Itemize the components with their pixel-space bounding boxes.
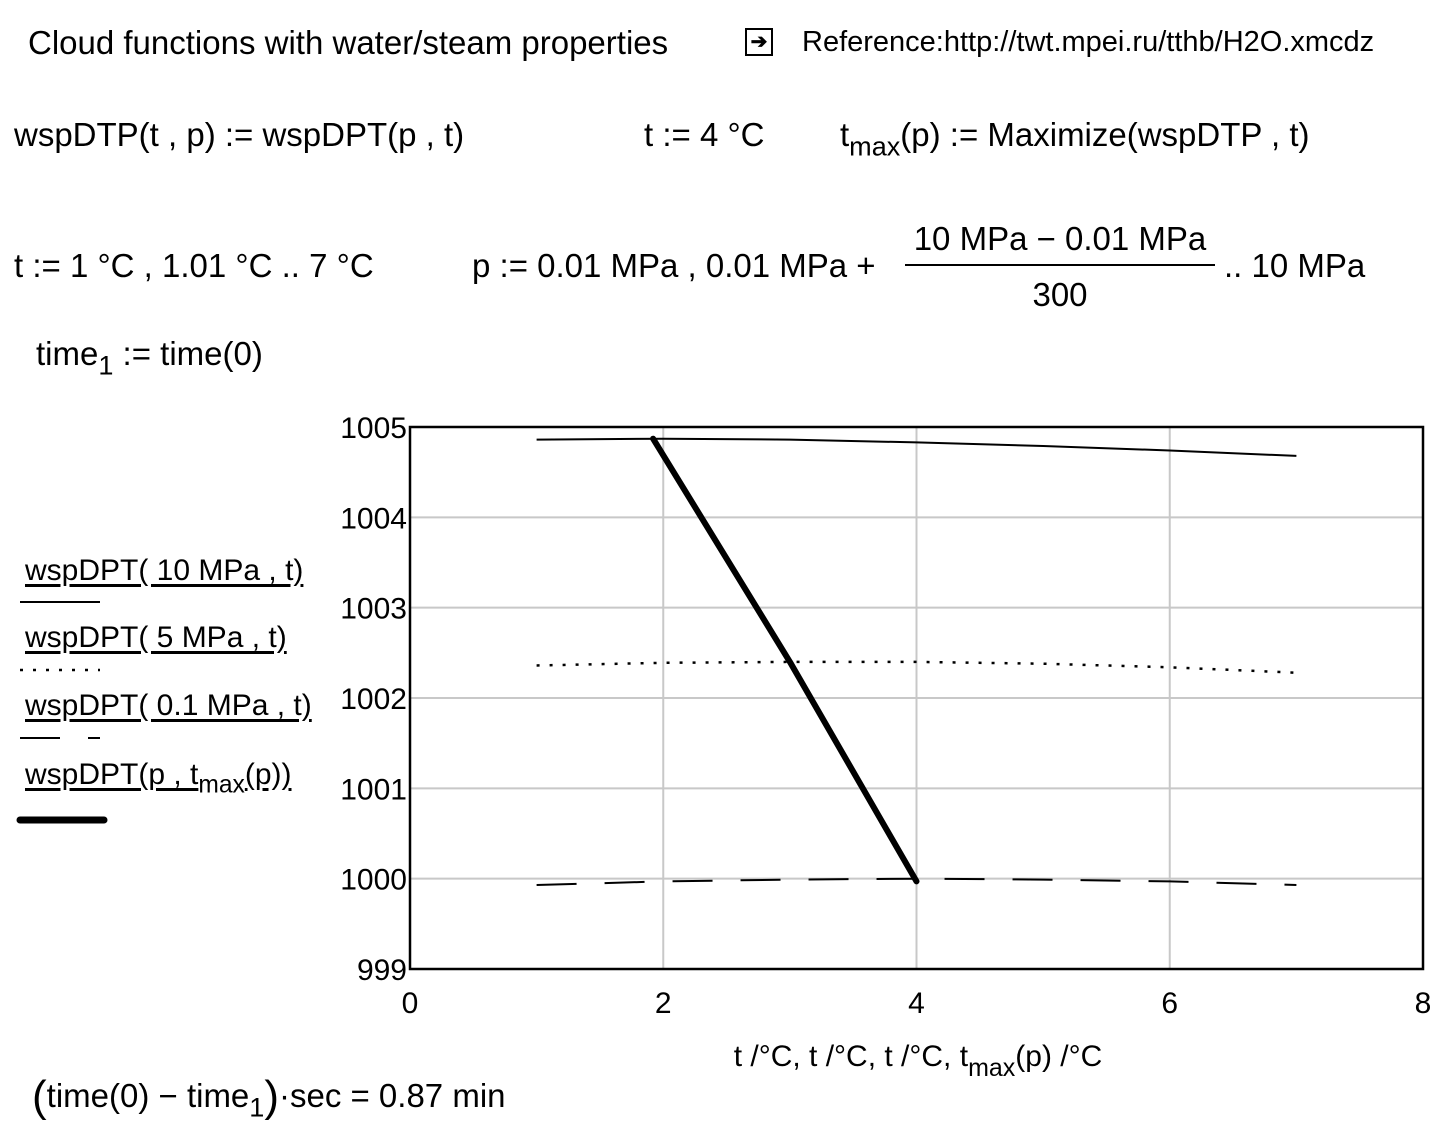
fraction-numerator: 10 MPa − 0.01 MPa bbox=[913, 220, 1207, 257]
chart-ticks: 0 2 4 6 8 1005 1004 1003 1002 1001 1000 999 bbox=[340, 412, 1431, 1020]
legend-pmax-post: (p)) bbox=[244, 758, 292, 791]
x-tick-label: 2 bbox=[655, 987, 672, 1020]
legend-label-01mpa[interactable]: wspDPT( 0.1 MPa , t) bbox=[25, 689, 312, 722]
y-tick-label: 1004 bbox=[340, 502, 407, 535]
xlabel-post: (p) /°C bbox=[1015, 1040, 1102, 1073]
paren-close: ) bbox=[264, 1072, 279, 1121]
legend-pmax-sub: max bbox=[198, 771, 245, 799]
series-line-01mpa bbox=[536, 877, 1297, 886]
fraction-denominator: 300 bbox=[1032, 276, 1088, 313]
range-p-fraction[interactable]: 10 MPa − 0.01 MPa 300 bbox=[905, 222, 1215, 312]
definition-tmax[interactable]: tmax(p) := Maximize(wspDTP , t) bbox=[840, 118, 1309, 161]
x-tick-label: 4 bbox=[908, 987, 925, 1020]
tmax-rest: (p) := Maximize(wspDTP , t) bbox=[900, 116, 1310, 153]
legend-label-10mpa[interactable]: wspDPT( 10 MPa , t) bbox=[25, 554, 304, 587]
range-p-suffix[interactable]: .. 10 MPa bbox=[1224, 247, 1366, 284]
y-tick-label: 1002 bbox=[340, 683, 407, 716]
elapsed-time-result[interactable]: (time(0) − time1)·sec = 0.87 min bbox=[32, 1075, 506, 1122]
page-title: Cloud functions with water/steam propert… bbox=[28, 24, 669, 61]
plot-frame bbox=[408, 425, 1425, 971]
reference-link[interactable]: Reference:http://twt.mpei.ru/tthb/H2O.xm… bbox=[802, 26, 1375, 58]
series-line-5mpa bbox=[536, 660, 1297, 674]
x-tick-label: 0 bbox=[402, 987, 419, 1020]
xlabel-pre: t /°C, t /°C, t /°C, t bbox=[734, 1040, 969, 1073]
range-p-prefix[interactable]: p := 0.01 MPa , 0.01 MPa + bbox=[472, 247, 876, 284]
footer-sub: 1 bbox=[249, 1092, 265, 1123]
tmax-sub: max bbox=[849, 131, 901, 162]
legend-label-pmax[interactable]: wspDPT(p , tmax(p)) bbox=[25, 760, 292, 798]
y-tick-label: 1003 bbox=[340, 593, 407, 626]
y-tick-label: 1001 bbox=[340, 773, 407, 806]
x-tick-label: 6 bbox=[1161, 987, 1178, 1020]
time-sub: 1 bbox=[98, 350, 114, 381]
series-line-10mpa bbox=[536, 437, 1297, 457]
time1-definition[interactable]: time1 := time(0) bbox=[36, 337, 263, 380]
y-tick-label: 999 bbox=[357, 954, 407, 987]
xlabel-sub: max bbox=[968, 1054, 1016, 1082]
definition-wspdtp[interactable]: wspDTP(t , p) := wspDPT(p , t) bbox=[14, 116, 465, 153]
legend-pmax-pre: wspDPT(p , t bbox=[25, 758, 199, 791]
fraction-bar bbox=[905, 264, 1215, 266]
range-t[interactable]: t := 1 °C , 1.01 °C .. 7 °C bbox=[14, 247, 374, 284]
x-axis-label: t /°C, t /°C, t /°C, tmax(p) /°C bbox=[734, 1040, 1103, 1082]
x-tick-label: 8 bbox=[1415, 987, 1432, 1020]
time-rest: := time(0) bbox=[113, 335, 263, 372]
y-tick-label: 1000 bbox=[340, 864, 407, 897]
y-tick-label: 1005 bbox=[340, 412, 407, 445]
definition-t[interactable]: t := 4 °C bbox=[644, 116, 765, 153]
footer-pre: time(0) − time bbox=[46, 1077, 250, 1114]
chart-grid bbox=[410, 427, 1423, 969]
series-line-pmax bbox=[650, 435, 920, 885]
paren-open: ( bbox=[32, 1072, 47, 1121]
footer-post: ·sec = 0.87 min bbox=[278, 1077, 506, 1114]
legend-label-5mpa[interactable]: wspDPT( 5 MPa , t) bbox=[25, 621, 287, 654]
time-base: time bbox=[36, 335, 99, 372]
arrow-right-icon[interactable]: ➔ bbox=[745, 28, 773, 56]
tmax-base: t bbox=[840, 116, 850, 153]
chart-series bbox=[536, 435, 1297, 886]
